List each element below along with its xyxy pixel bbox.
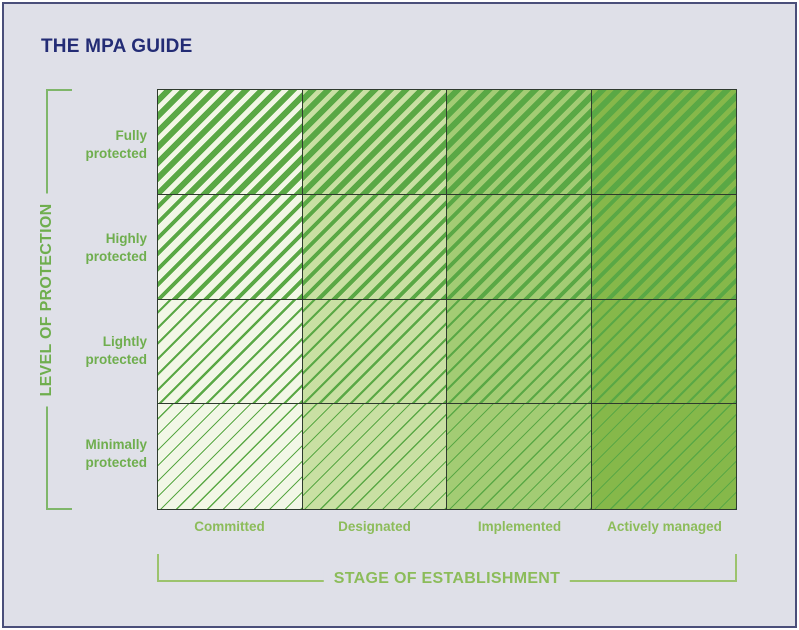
matrix-cell — [447, 90, 592, 195]
mpa-matrix — [157, 89, 737, 510]
matrix-cell — [158, 299, 303, 405]
matrix-cell — [302, 404, 447, 509]
y-axis-bracket-top — [46, 89, 72, 91]
row-label-minimally: Minimally protected — [44, 436, 147, 472]
matrix-cell — [447, 404, 592, 509]
matrix-cell — [591, 299, 736, 405]
matrix-cell — [158, 194, 303, 300]
row-label-line2: protected — [85, 455, 147, 470]
col-label-implemented: Implemented — [477, 519, 562, 534]
col-label-designated: Designated — [338, 519, 411, 534]
matrix-cell — [158, 90, 303, 195]
x-axis-title: STAGE OF ESTABLISHMENT — [323, 570, 571, 588]
matrix-cell — [302, 90, 447, 195]
row-label-line2: protected — [85, 146, 147, 161]
matrix-cell — [158, 404, 303, 509]
matrix-cell — [302, 299, 447, 405]
row-label-line2: protected — [85, 249, 147, 264]
x-axis-bracket-right — [735, 554, 737, 582]
row-label-line1: Lightly — [102, 334, 147, 349]
matrix-cell — [447, 299, 592, 405]
row-label-lightly: Lightly protected — [44, 333, 147, 369]
y-axis-title: LEVEL OF PROTECTION — [38, 193, 56, 407]
row-label-highly: Highly protected — [44, 230, 147, 266]
row-label-fully: Fully protected — [44, 127, 147, 163]
y-axis-title-text: LEVEL OF PROTECTION — [38, 193, 55, 407]
row-label-line1: Fully — [115, 128, 147, 143]
x-axis-bracket-left — [157, 554, 159, 582]
matrix-cell — [591, 404, 736, 509]
y-axis-bracket-bottom — [46, 508, 72, 510]
col-label-actively-managed: Actively managed — [607, 519, 722, 534]
matrix-cell — [591, 90, 736, 195]
matrix-cell — [302, 194, 447, 300]
matrix-cell — [447, 194, 592, 300]
figure-title: THE MPA GUIDE — [41, 36, 193, 57]
col-label-committed: Committed — [194, 519, 265, 534]
row-label-line2: protected — [85, 352, 147, 367]
row-label-line1: Highly — [105, 231, 147, 246]
matrix-cell — [591, 194, 736, 300]
row-label-line1: Minimally — [85, 437, 147, 452]
